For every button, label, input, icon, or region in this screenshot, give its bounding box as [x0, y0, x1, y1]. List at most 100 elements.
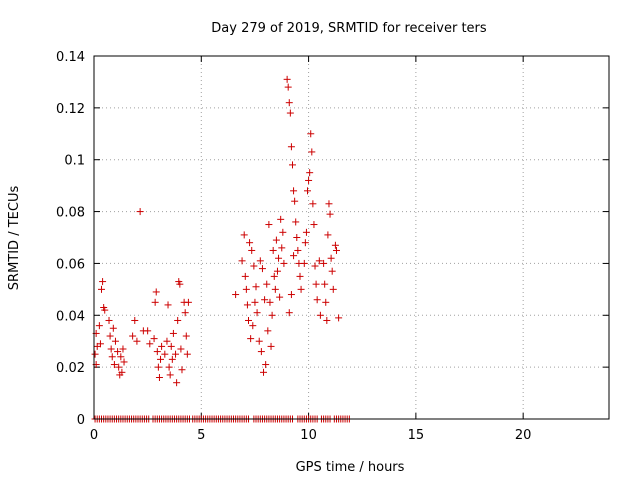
data-point: [232, 291, 240, 299]
data-point: [276, 293, 284, 301]
data-point: [105, 316, 113, 324]
data-point: [250, 262, 258, 270]
data-point: [161, 350, 169, 358]
data-point: [146, 340, 154, 348]
data-point: [256, 257, 264, 265]
data-point: [285, 309, 293, 317]
data-point: [305, 176, 313, 184]
data-point: [163, 337, 171, 345]
data-point: [177, 345, 185, 353]
data-point: [293, 234, 301, 241]
data-point: [178, 366, 186, 374]
data-point: [164, 301, 172, 309]
data-point: [153, 348, 161, 356]
data-point: [158, 342, 166, 350]
data-point: [99, 278, 107, 286]
data-point: [273, 267, 281, 275]
data-point: [268, 311, 276, 319]
data-point: [271, 285, 279, 293]
y-tick-label: 0.14: [56, 50, 85, 65]
data-point: [315, 257, 323, 265]
data-point: [323, 316, 331, 324]
y-axis-label: SRMTID / TECUs: [7, 186, 22, 291]
data-point: [308, 148, 316, 156]
data-point: [263, 280, 271, 288]
data-point: [267, 342, 275, 350]
y-tick-label: 0.1: [64, 154, 85, 169]
data-point: [290, 187, 298, 195]
data-point: [260, 368, 268, 376]
data-point: [285, 99, 293, 107]
data-point: [238, 257, 246, 265]
data-point: [309, 200, 317, 208]
data-point: [115, 363, 123, 371]
data-point: [136, 208, 144, 216]
data-point: [129, 332, 137, 340]
data-point: [241, 272, 249, 280]
data-points: [91, 75, 353, 423]
data-point: [313, 296, 321, 304]
data-point: [331, 241, 339, 249]
chart-title: Day 279 of 2019, SRMTID for receiver ter…: [211, 21, 487, 36]
data-point: [322, 298, 330, 306]
data-point: [168, 355, 176, 363]
data-point: [265, 221, 273, 229]
data-point: [294, 246, 302, 254]
y-tick-label: 0.12: [56, 102, 85, 117]
data-point: [251, 298, 259, 306]
data-point: [325, 200, 333, 208]
data-point: [335, 314, 343, 322]
data-point: [120, 358, 128, 366]
data-point: [95, 322, 103, 330]
y-tick-label: 0.04: [56, 309, 85, 324]
data-point: [166, 371, 174, 379]
axis-ticks: [93, 55, 609, 420]
data-point: [312, 280, 320, 288]
data-point: [165, 363, 173, 371]
data-point: [324, 231, 332, 239]
data-point: [248, 246, 256, 254]
data-point: [150, 335, 158, 343]
data-point: [258, 265, 266, 273]
data-point: [176, 280, 184, 288]
data-point: [255, 337, 263, 345]
data-point: [261, 296, 269, 304]
grid-lines: [94, 56, 609, 419]
data-point: [109, 324, 117, 332]
data-point: [292, 218, 300, 226]
data-point: [131, 316, 139, 324]
data-point: [291, 197, 299, 205]
data-point: [300, 259, 308, 267]
data-point: [306, 169, 314, 177]
data-point: [119, 345, 127, 353]
data-point: [114, 348, 122, 356]
x-tick-label: 10: [300, 428, 317, 443]
data-point: [253, 309, 261, 317]
data-point: [169, 329, 177, 337]
x-tick-label: 0: [90, 428, 98, 443]
data-point: [269, 246, 277, 254]
data-point: [110, 361, 118, 369]
x-axis-label: GPS time / hours: [296, 460, 405, 475]
data-point: [98, 285, 106, 293]
data-point: [152, 288, 160, 296]
data-point: [328, 267, 336, 275]
data-point: [111, 337, 119, 345]
data-point: [154, 363, 162, 371]
data-point: [245, 316, 252, 324]
data-point: [181, 309, 189, 317]
data-point: [106, 332, 114, 340]
data-point: [321, 280, 329, 288]
data-point: [173, 379, 181, 387]
data-point: [249, 322, 257, 330]
data-point: [266, 298, 274, 306]
data-point: [184, 298, 192, 306]
y-tick-label: 0.08: [56, 206, 85, 221]
data-point: [296, 272, 304, 280]
data-point: [275, 254, 283, 262]
data-point: [272, 236, 280, 244]
data-point: [182, 332, 190, 340]
x-tick-label: 5: [197, 428, 205, 443]
data-point: [101, 306, 109, 314]
data-point: [117, 353, 125, 361]
